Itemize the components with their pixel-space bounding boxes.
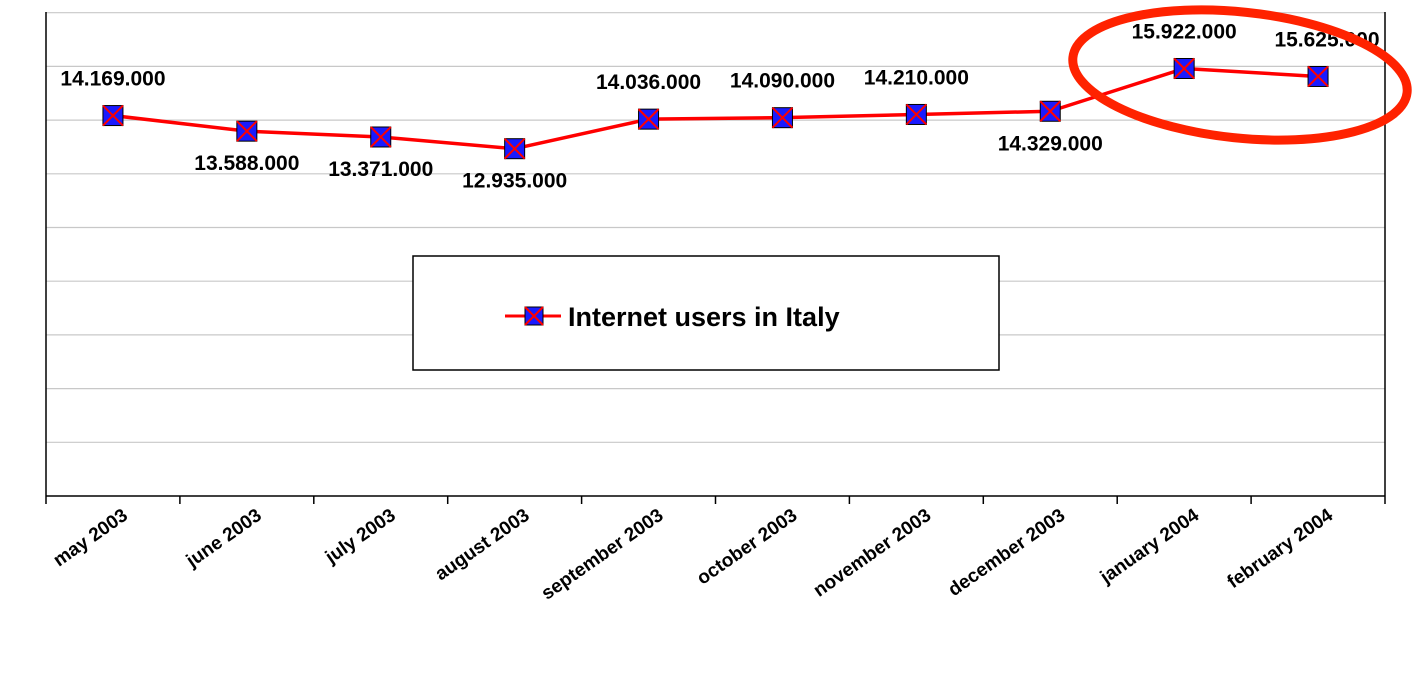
x-tick-label: august 2003: [432, 505, 534, 585]
data-label: 14.169.000: [60, 68, 165, 91]
x-ticks: [45, 496, 1386, 504]
data-label: 14.329.000: [998, 132, 1103, 155]
x-tick-label: november 2003: [810, 505, 935, 602]
data-label: 13.371.000: [328, 158, 433, 181]
highlight-ellipse: [1068, 5, 1412, 145]
data-label: 14.210.000: [864, 66, 969, 89]
legend-box: [412, 255, 1000, 371]
data-point: [1307, 65, 1329, 88]
data-label: 14.036.000: [596, 71, 701, 94]
x-tick-label: january 2004: [1096, 505, 1204, 589]
legend: Internet users in Italy: [412, 255, 1000, 371]
data-point: [1173, 57, 1195, 80]
series-line: [112, 66, 1319, 151]
x-tick-label: december 2003: [945, 505, 1070, 601]
series-line-path: [112, 66, 1319, 151]
data-point: [771, 106, 794, 129]
data-label: 13.588.000: [194, 152, 299, 175]
legend-label: Internet users in Italy: [568, 302, 840, 332]
data-label: 14.090.000: [730, 70, 835, 93]
x-tick-label: june 2003: [182, 505, 266, 572]
legend-marker-swatch: [524, 306, 544, 326]
x-tick-label: july 2003: [321, 505, 400, 569]
data-point: [637, 108, 660, 130]
x-tick-label: may 2003: [50, 505, 132, 571]
x-tick-labels: may 2003 june 2003 july 2003 august 2003 sep…: [50, 505, 1338, 605]
data-point: [236, 120, 258, 142]
x-tick-label: october 2003: [693, 505, 801, 589]
data-point: [503, 137, 526, 160]
data-point: [905, 103, 928, 126]
data-point: [102, 104, 124, 127]
x-tick-label: september 2003: [538, 505, 668, 605]
data-labels: 14.169.000 13.588.000 13.371.000 12.935.000…: [60, 20, 1379, 192]
x-tick-label: february 2004: [1224, 505, 1338, 593]
data-label: 15.922.000: [1132, 20, 1237, 43]
series-markers: [102, 57, 1329, 160]
data-label: 12.935.000: [462, 170, 567, 193]
gridlines: [46, 12, 1385, 443]
data-point: [370, 126, 392, 148]
data-point: [1039, 100, 1061, 122]
